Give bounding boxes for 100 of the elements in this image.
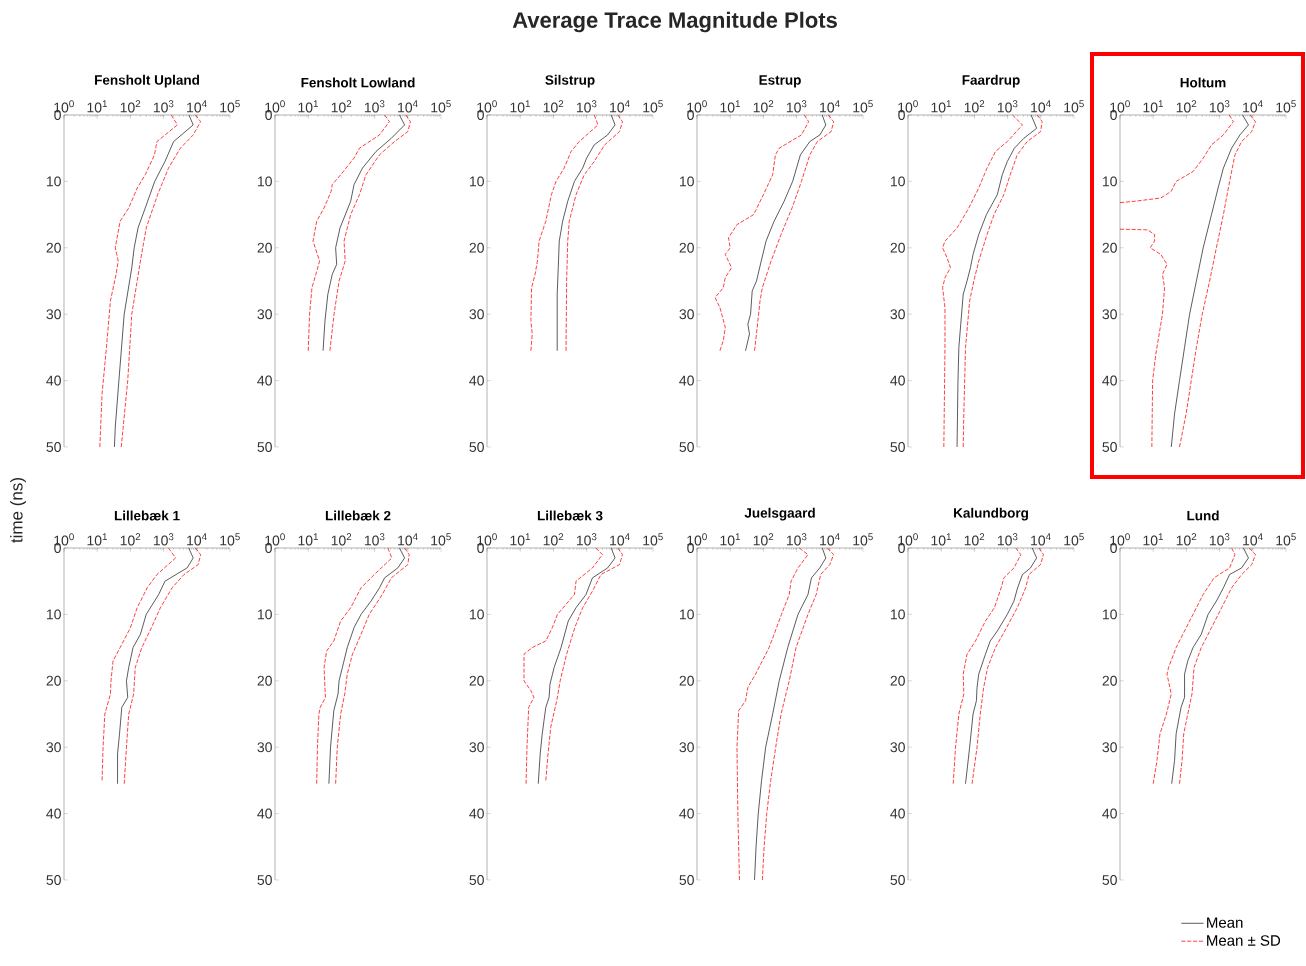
y-axis-title: time (ns)	[10, 478, 26, 543]
y-tick-label: 50	[469, 442, 484, 452]
y-tick-label: 50	[679, 875, 694, 885]
y-tick-label: 10	[46, 176, 61, 187]
y-tick-label: 10	[890, 176, 905, 187]
x-tick-label: 10$^{4}$	[820, 100, 840, 113]
x-tick-label: 10$^{3}$	[1209, 100, 1230, 113]
x-tick-label: 10$^{2}$	[753, 100, 774, 113]
y-tick-label: 20	[890, 242, 905, 253]
y-tick-label: 20	[679, 675, 694, 686]
x-tick-label: 10$^{1}$	[720, 533, 740, 546]
y-tick-label: 10	[679, 609, 694, 620]
x-tick-label: 10$^{5}$	[1276, 100, 1296, 113]
y-tick-label: 40	[469, 375, 484, 386]
y-tick-label: 20	[46, 242, 61, 253]
y-tick-label: 20	[469, 675, 484, 686]
x-tick-label: 10$^{4}$	[1243, 100, 1263, 113]
y-tick-label: 40	[679, 808, 694, 819]
legend-label: Mean	[1207, 917, 1243, 928]
x-tick-label: 10$^{1}$	[298, 100, 318, 113]
y-tick-label: 20	[1102, 675, 1117, 686]
x-tick-label: 10$^{1}$	[87, 100, 107, 113]
y-tick-label: 50	[257, 875, 272, 885]
chart-title: Holtum	[1180, 77, 1226, 88]
y-tick-label: 40	[1102, 808, 1117, 819]
y-tick-label: 30	[1102, 742, 1117, 753]
x-tick-label: 10$^{5}$	[431, 100, 451, 113]
x-tick-label: 10$^{5}$	[853, 100, 873, 113]
x-tick-label: 10$^{4}$	[1031, 533, 1051, 546]
chart-title: Lillebæk 3	[537, 510, 603, 521]
y-tick-label: 10	[469, 176, 484, 187]
y-tick-label: 30	[679, 742, 694, 753]
x-tick-label: 10$^{5}$	[643, 100, 663, 113]
x-tick-label: 10$^{3}$	[153, 533, 174, 546]
x-tick-label: 10$^{1}$	[1143, 100, 1163, 113]
x-tick-label: 10$^{2}$	[120, 533, 141, 546]
x-tick-label: 10$^{1}$	[931, 533, 951, 546]
y-tick-label: 30	[890, 309, 905, 320]
x-tick-label: 10$^{4}$	[1031, 100, 1051, 113]
x-tick-label: 10$^{3}$	[786, 100, 807, 113]
y-tick-label: 50	[46, 442, 61, 452]
x-tick-label: 10$^{2}$	[331, 100, 352, 113]
x-tick-label: 10$^{3}$	[364, 100, 385, 113]
y-tick-label: 30	[890, 742, 905, 753]
x-tick-label: 10$^{3}$	[576, 100, 597, 113]
y-tick-label: 50	[46, 875, 61, 885]
x-tick-label: 10$^{5}$	[853, 533, 873, 546]
x-tick-label: 10$^{1}$	[720, 100, 740, 113]
y-tick-label: 10	[46, 609, 61, 620]
x-tick-label: 10$^{4}$	[187, 100, 207, 113]
y-tick-label: 40	[890, 808, 905, 819]
x-tick-label: 10$^{1}$	[1143, 533, 1163, 546]
y-tick-label: 40	[890, 375, 905, 386]
x-tick-label: 10$^{1}$	[87, 533, 107, 546]
y-tick-label: 40	[257, 808, 272, 819]
x-tick-label: 10$^{3}$	[997, 100, 1018, 113]
y-tick-label: 20	[469, 242, 484, 253]
y-tick-label: 30	[46, 742, 61, 753]
y-tick-label: 20	[890, 675, 905, 686]
x-tick-label: 10$^{2}$	[120, 100, 141, 113]
x-tick-label: 10$^{4}$	[610, 100, 630, 113]
y-tick-label: 20	[257, 242, 272, 253]
y-tick-label: 50	[1102, 875, 1117, 885]
x-tick-label: 10$^{5}$	[1276, 533, 1296, 546]
y-tick-label: 40	[257, 375, 272, 386]
x-tick-label: 10$^{3}$	[1209, 533, 1230, 546]
chart-title: Silstrup	[545, 74, 595, 88]
chart-title: Juelsgaard	[744, 507, 815, 521]
x-tick-label: 10$^{2}$	[331, 533, 352, 546]
chart-title: Fensholt Upland	[95, 74, 199, 88]
y-tick-label: 30	[257, 309, 272, 320]
x-tick-label: 10$^{4}$	[187, 533, 207, 546]
x-tick-label: 10$^{3}$	[364, 533, 385, 546]
y-tick-label: 50	[469, 875, 484, 885]
x-tick-label: 10$^{1}$	[298, 533, 318, 546]
y-tick-label: 10	[469, 609, 484, 620]
text: Average Trace Magnitude Plots	[512, 11, 837, 33]
chart-title: Lund	[1187, 510, 1219, 521]
y-tick-label: 10	[257, 609, 272, 620]
chart-title: Estrup	[759, 75, 801, 88]
y-tick-label: 50	[1102, 442, 1117, 452]
legend-label: Mean ± SD	[1207, 935, 1281, 946]
x-tick-label: 10$^{3}$	[997, 533, 1018, 546]
x-tick-label: 10$^{2}$	[964, 533, 985, 546]
y-tick-label: 40	[469, 808, 484, 819]
y-tick-label: 50	[890, 875, 905, 885]
x-tick-label: 10$^{1}$	[510, 100, 530, 113]
x-tick-label: 10$^{2}$	[1176, 100, 1197, 113]
y-tick-label: 40	[46, 375, 61, 386]
y-tick-label: 40	[1102, 375, 1117, 386]
y-tick-label: 30	[679, 309, 694, 320]
x-tick-label: 10$^{2}$	[543, 533, 564, 546]
x-tick-label: 10$^{5}$	[1064, 533, 1084, 546]
x-tick-label: 10$^{5}$	[643, 533, 663, 546]
y-tick-label: 30	[469, 742, 484, 753]
x-tick-label: 10$^{4}$	[610, 533, 630, 546]
x-tick-label: 10$^{1}$	[510, 533, 530, 546]
chart-title: Kalundborg	[954, 507, 1028, 521]
y-tick-label: 40	[46, 808, 61, 819]
y-tick-label: 20	[679, 242, 694, 253]
